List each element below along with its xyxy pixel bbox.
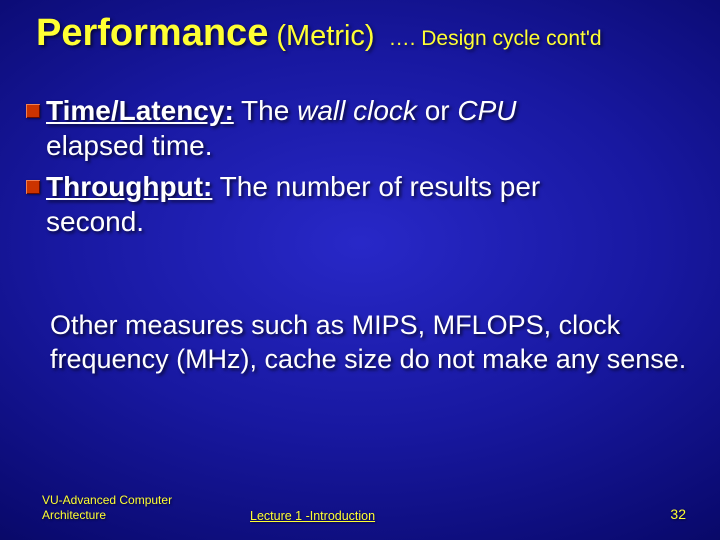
bullet-label: Throughput: (46, 171, 212, 202)
footer-page-number: 32 (670, 506, 686, 522)
bullet-post: or (425, 95, 458, 126)
bullet-tail: second. (46, 206, 144, 237)
bullet-label: Time/Latency: (46, 95, 234, 126)
title-row: Performance (Metric) …. Design cycle con… (36, 12, 692, 55)
bullet-pre: The number of results per (212, 171, 540, 202)
bullet-square-icon (26, 104, 40, 118)
bullet-tail: elapsed time. (46, 130, 213, 161)
footer: VU-Advanced Computer Architecture Lectur… (0, 493, 720, 522)
bullet-pre: The (234, 95, 297, 126)
footer-center: Lecture 1 -Introduction (250, 509, 375, 523)
footer-left: VU-Advanced Computer Architecture (42, 493, 192, 522)
paragraph: Other measures such as MIPS, MFLOPS, clo… (50, 309, 692, 377)
bullet-text: Time/Latency: The wall clock or CPU elaps… (46, 93, 517, 163)
footer-left-line2: Architecture (42, 508, 106, 522)
slide: Performance (Metric) …. Design cycle con… (0, 0, 720, 540)
title-main: Performance (36, 12, 268, 55)
bullet-text: Throughput: The number of results per sec… (46, 169, 540, 239)
bullet-list: Time/Latency: The wall clock or CPU elaps… (26, 93, 692, 239)
bullet-item: Time/Latency: The wall clock or CPU elaps… (26, 93, 692, 163)
title-tag: …. Design cycle cont'd (389, 27, 602, 51)
footer-left-line1: VU-Advanced Computer (42, 493, 172, 507)
bullet-item: Throughput: The number of results per sec… (26, 169, 692, 239)
bullet-square-icon (26, 180, 40, 194)
title-sub: (Metric) (276, 20, 374, 53)
bullet-italic2: CPU (457, 95, 516, 126)
bullet-italic: wall clock (297, 95, 425, 126)
